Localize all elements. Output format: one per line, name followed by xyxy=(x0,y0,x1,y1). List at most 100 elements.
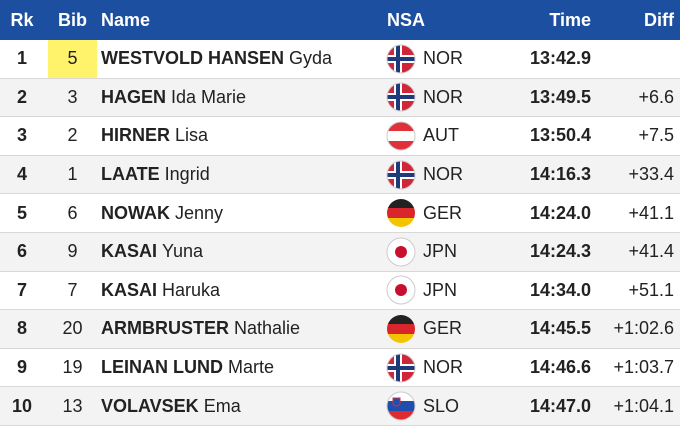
time: 14:34.0 xyxy=(529,279,591,300)
given-name: Ingrid xyxy=(164,164,210,185)
result-row: 5 6 NOWAK Jenny GER 14:24.0 +41.1 xyxy=(0,194,680,233)
flag-cell xyxy=(386,117,416,155)
result-row: 3 2 HIRNER Lisa AUT 13:50.4 +7.5 xyxy=(0,117,680,156)
diff: +33.4 xyxy=(628,164,674,185)
given-name: Yuna xyxy=(162,241,204,262)
surname: KASAI xyxy=(101,279,158,300)
diff: +1:02.6 xyxy=(613,318,674,339)
athlete-name: ARMBRUSTER Nathalie xyxy=(101,310,300,348)
bib: 1 xyxy=(67,164,78,185)
given-name: Nathalie xyxy=(234,318,301,339)
flag-icon xyxy=(386,82,416,112)
flag-icon xyxy=(386,198,416,228)
time: 13:50.4 xyxy=(529,125,591,146)
result-row: 7 7 KASAI Haruka JPN 14:34.0 +51.1 xyxy=(0,271,680,311)
flag-cell xyxy=(386,40,416,78)
bib: 7 xyxy=(67,279,78,300)
nsa: GER xyxy=(423,318,463,339)
flag-icon xyxy=(386,314,416,344)
nsa: NOR xyxy=(423,86,463,107)
rank: 4 xyxy=(16,164,27,185)
time: 13:49.5 xyxy=(529,86,591,107)
flag-icon xyxy=(386,121,416,151)
surname: LEINAN LUND xyxy=(101,357,223,378)
surname: NOWAK xyxy=(101,202,170,223)
athlete-name: KASAI Haruka xyxy=(101,272,220,310)
bib: 19 xyxy=(62,357,83,378)
nsa: SLO xyxy=(423,395,460,416)
given-name: Jenny xyxy=(175,202,224,223)
surname: HIRNER xyxy=(101,125,171,146)
given-name: Gyda xyxy=(289,48,333,69)
athlete-name: LEINAN LUND Marte xyxy=(101,349,274,387)
surname: ARMBRUSTER xyxy=(101,318,229,339)
header-row: Rk Bib Name NSA Time Diff xyxy=(0,0,680,40)
rank: 3 xyxy=(16,125,27,146)
athlete-name: NOWAK Jenny xyxy=(101,194,223,232)
flag-cell xyxy=(386,233,416,271)
nsa: NOR xyxy=(423,48,463,69)
flag-cell xyxy=(386,310,416,348)
result-row: 6 9 KASAI Yuna JPN 14:24.3 +41.4 xyxy=(0,232,680,272)
header-cell: NSA xyxy=(387,9,426,30)
flag-cell xyxy=(386,156,416,194)
given-name: Marte xyxy=(228,357,275,378)
header-cell: Name xyxy=(101,9,151,30)
athlete-name: WESTVOLD HANSEN Gyda xyxy=(101,40,332,78)
time: 14:24.3 xyxy=(529,241,591,262)
diff: +1:04.1 xyxy=(613,395,674,416)
diff: +1:03.7 xyxy=(613,357,674,378)
bib: 3 xyxy=(67,86,78,107)
diff: +41.1 xyxy=(628,202,674,223)
header-cell: Rk xyxy=(10,9,34,30)
surname: KASAI xyxy=(101,241,158,262)
rank: 5 xyxy=(16,202,27,223)
time: 14:46.6 xyxy=(529,357,591,378)
result-row: 8 20 ARMBRUSTER Nathalie GER 14:45.5 +1:02.6 xyxy=(0,310,680,349)
rank: 9 xyxy=(16,357,27,378)
surname: LAATE xyxy=(101,164,160,185)
flag-cell xyxy=(386,387,416,425)
header-cell: Bib xyxy=(58,9,87,30)
surname: HAGEN xyxy=(101,86,167,107)
time: 14:24.0 xyxy=(529,202,591,223)
flag-cell xyxy=(386,79,416,117)
bib: 9 xyxy=(67,241,78,262)
diff: +7.5 xyxy=(638,125,674,146)
flag-icon xyxy=(386,237,416,267)
flag-icon xyxy=(386,391,416,421)
result-row: 2 3 HAGEN Ida Marie NOR 13:49.5 +6.6 xyxy=(0,78,680,118)
surname: WESTVOLD HANSEN xyxy=(101,48,285,69)
diff: +51.1 xyxy=(628,279,674,300)
given-name: Lisa xyxy=(175,125,209,146)
given-name: Ida Marie xyxy=(171,86,247,107)
nsa: JPN xyxy=(423,241,458,262)
time: 14:47.0 xyxy=(529,395,591,416)
diff: +41.4 xyxy=(628,241,674,262)
result-row: 9 19 LEINAN LUND Marte NOR 14:46.6 +1:03.7 xyxy=(0,348,680,388)
nsa: NOR xyxy=(423,164,463,185)
flag-icon xyxy=(386,44,416,74)
nsa: AUT xyxy=(423,125,459,146)
bib: 20 xyxy=(62,318,83,339)
result-row: 1 5 WESTVOLD HANSEN Gyda NOR 13:42.9 xyxy=(0,40,680,79)
time: 13:42.9 xyxy=(529,48,591,69)
time: 14:45.5 xyxy=(529,318,591,339)
given-name: Haruka xyxy=(162,279,221,300)
given-name: Ema xyxy=(203,395,241,416)
result-row: 10 13 VOLAVSEK Ema SLO 14:47.0 +1:04.1 xyxy=(0,387,680,426)
bib: 2 xyxy=(67,125,78,146)
bib: 13 xyxy=(62,395,83,416)
flag-icon xyxy=(386,275,416,305)
bib: 5 xyxy=(48,40,97,78)
flag-cell xyxy=(386,194,416,232)
rank: 2 xyxy=(16,86,27,107)
flag-icon xyxy=(386,353,416,383)
header-cell: Diff xyxy=(644,9,674,30)
flag-cell xyxy=(386,349,416,387)
athlete-name: LAATE Ingrid xyxy=(101,156,210,194)
header-cell: Time xyxy=(549,9,591,30)
bib: 6 xyxy=(67,202,78,223)
athlete-name: HIRNER Lisa xyxy=(101,117,208,155)
